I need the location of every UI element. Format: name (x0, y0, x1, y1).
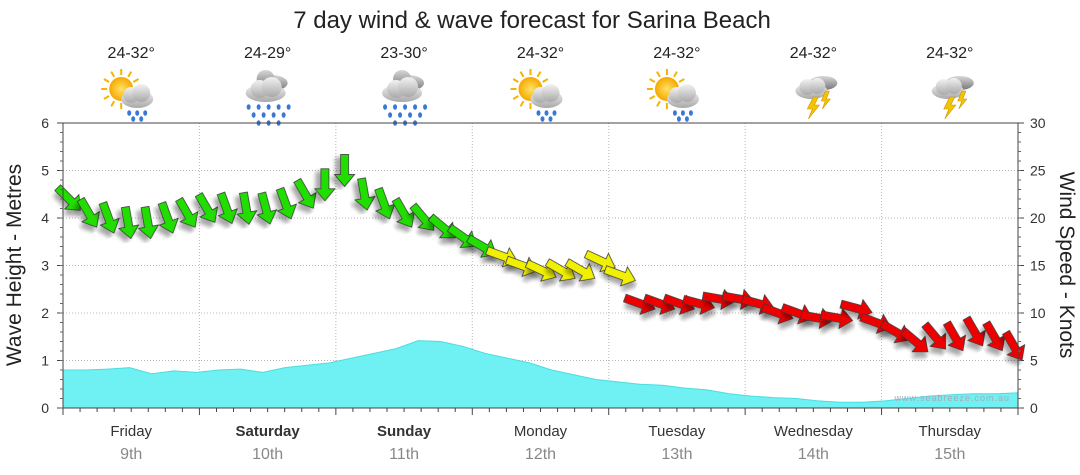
day-name: Thursday (919, 423, 982, 440)
left-tick-label: 2 (41, 305, 49, 321)
right-tick-label: 0 (1030, 400, 1038, 416)
wind-arrow (118, 205, 140, 240)
wind-arrow (962, 315, 986, 347)
weather-icons: 24-32° 24-29° 23-30° 24-32° 24-32° 24-32° 24-3… (101, 45, 974, 126)
wave-height-area (62, 340, 1019, 409)
wave-height-series (62, 340, 1019, 409)
day-date: 10th (252, 446, 283, 463)
day-name: Saturday (236, 423, 301, 440)
left-tick-label: 4 (41, 210, 49, 226)
wind-arrow (76, 196, 100, 228)
day-date: 15th (934, 446, 965, 463)
wind-arrow (879, 319, 911, 344)
wind-arrow (564, 258, 596, 282)
wind-arrow (293, 177, 317, 209)
day-name: Monday (514, 423, 568, 440)
wind-arrow (314, 168, 336, 202)
sun-cloud-rain-icon (646, 69, 699, 122)
right-tick-label: 20 (1030, 210, 1046, 226)
left-tick-label: 0 (41, 400, 49, 416)
rain-cloud-icon (245, 70, 291, 126)
day-name: Tuesday (648, 423, 705, 440)
day-temperature: 24-32° (926, 45, 973, 62)
credit-text: www.seabreeze.com.au (893, 393, 1010, 403)
day-date: 13th (661, 446, 692, 463)
wind-arrow (603, 265, 636, 287)
left-tick-label: 5 (41, 163, 49, 179)
wind-arrow (54, 184, 81, 211)
wind-arrow (333, 154, 356, 188)
wind-arrow (236, 191, 258, 225)
wind-arrow (544, 258, 576, 282)
wind-arrow (175, 196, 199, 228)
wind-arrow (157, 201, 179, 234)
y-axis-left-label: Wave Height - Metres (3, 164, 26, 366)
day-name: Sunday (377, 423, 432, 440)
day-date: 9th (120, 446, 142, 463)
wind-arrow (194, 192, 218, 223)
right-tick-label: 5 (1030, 353, 1038, 369)
axes: 0 1 2 3 4 5 6 0 5 10 15 20 25 30 Friday 9th Saturday 10th… (41, 115, 1046, 463)
wind-arrow (921, 321, 946, 350)
right-tick-label: 25 (1030, 163, 1046, 179)
day-temperature: 24-32° (108, 45, 155, 62)
day-temperature: 24-32° (790, 45, 837, 62)
storm-cloud-icon (795, 76, 838, 120)
right-tick-label: 15 (1030, 258, 1046, 274)
wind-arrow (1001, 329, 1026, 361)
left-tick-label: 3 (41, 258, 49, 274)
wind-arrow (391, 196, 415, 228)
left-tick-label: 1 (41, 353, 49, 369)
wind-arrow (98, 201, 120, 234)
right-tick-label: 30 (1030, 115, 1046, 131)
sun-cloud-rain-icon (510, 69, 563, 122)
wind-arrow (900, 327, 929, 353)
day-temperature: 24-32° (653, 45, 700, 62)
day-date: 12th (525, 446, 556, 463)
wind-arrow (256, 191, 278, 225)
storm-cloud-icon (931, 76, 974, 120)
wind-arrow (275, 186, 298, 220)
day-temperature: 24-32° (517, 45, 564, 62)
chart-title: 7 day wind & wave forecast for Sarina Be… (293, 7, 771, 34)
wind-arrow (137, 205, 160, 240)
wind-arrow (216, 191, 238, 225)
right-tick-label: 10 (1030, 305, 1046, 321)
wind-arrow (982, 320, 1006, 352)
wind-arrow (354, 177, 376, 211)
wind-arrow (819, 307, 854, 330)
wind-arrow (942, 320, 967, 352)
wind-arrow (374, 186, 396, 220)
day-date: 14th (798, 446, 829, 463)
day-name: Friday (110, 423, 152, 440)
day-temperature: 24-29° (244, 45, 291, 62)
sun-cloud-rain-icon (101, 69, 154, 122)
wind-arrows (54, 154, 1026, 361)
day-name: Wednesday (774, 423, 853, 440)
rain-cloud-icon (382, 70, 428, 126)
left-tick-label: 6 (41, 115, 49, 131)
y-axis-right-label: Wind Speed - Knots (1055, 172, 1078, 359)
day-date: 11th (389, 446, 419, 463)
day-temperature: 23-30° (380, 45, 427, 62)
